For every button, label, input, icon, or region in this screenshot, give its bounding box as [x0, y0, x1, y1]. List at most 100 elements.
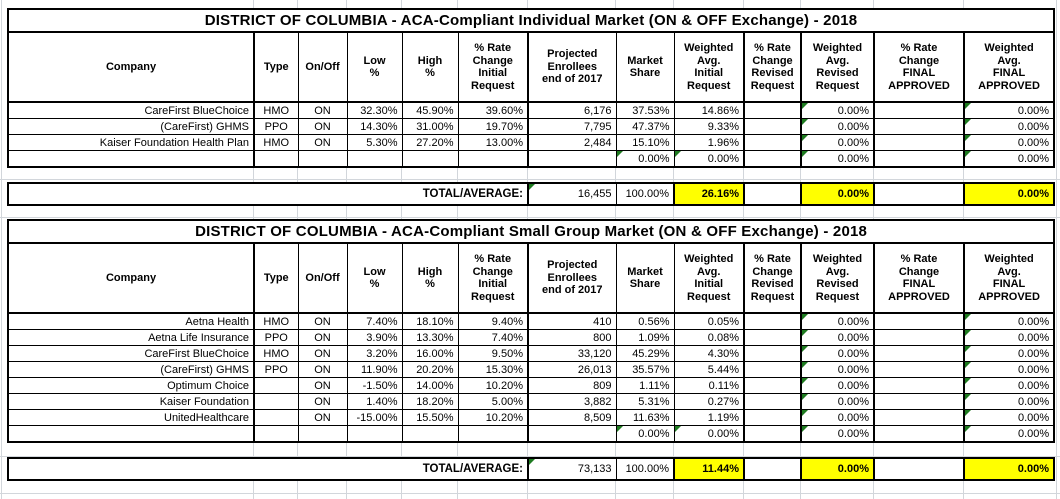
type-cell: PPO: [253, 329, 299, 346]
company-cell: [7, 150, 255, 168]
type-cell: HMO: [253, 345, 299, 362]
type-cell: PPO: [253, 361, 299, 378]
cell-value: 0.00%: [638, 427, 670, 440]
cell-value: 0.00%: [1017, 395, 1050, 408]
cell-value: 0.00%: [1017, 379, 1050, 392]
weighted-revised-cell: 0.00%: [800, 312, 875, 330]
total-rate-final-cell: [873, 182, 965, 206]
rate-final-cell: [873, 329, 965, 346]
weighted-final-cell: 0.00%: [962, 312, 1055, 330]
weighted-initial-cell: 1.19%: [673, 409, 745, 426]
total-weighted-final-cell: 0.00%: [963, 457, 1055, 481]
small-group-market-table: DISTRICT OF COLUMBIA - ACA-Compliant Sma…: [7, 219, 1056, 443]
market-share-cell: 45.29%: [615, 345, 675, 362]
company-cell: [7, 425, 255, 443]
rate-final-cell: [873, 134, 965, 151]
col-header-rate-revised: % Rate Change Revised Request: [743, 242, 802, 314]
col-header-high: High %: [401, 31, 459, 103]
col-header-rate-initial: % Rate Change Initial Request: [457, 242, 529, 314]
rate-initial-cell: 10.20%: [457, 377, 529, 394]
error-indicator-icon: [803, 119, 808, 125]
col-header-low: Low %: [346, 31, 403, 103]
cell-value: 0.00%: [1017, 427, 1050, 440]
table-row: Optimum Choice ON -1.50% 14.00% 10.20% 8…: [7, 377, 1055, 394]
enrollees-cell: 3,882: [527, 393, 617, 410]
type-cell: HMO: [253, 312, 299, 330]
rate-final-cell: [873, 101, 965, 119]
weighted-initial-cell: 4.30%: [673, 345, 745, 362]
total-weighted-revised-cell: 0.00%: [800, 182, 875, 206]
cell-value: 0.00%: [638, 152, 670, 165]
onoff-cell: ON: [297, 312, 348, 330]
low-cell: -1.50%: [346, 377, 403, 394]
total-market-share-cell: 100.00%: [615, 182, 675, 206]
low-cell: 14.30%: [346, 118, 403, 135]
weighted-final-cell: 0.00%: [962, 361, 1055, 378]
onoff-cell: [297, 150, 348, 168]
col-header-onoff: On/Off: [297, 31, 348, 103]
low-cell: 1.40%: [346, 393, 403, 410]
weighted-final-cell: 0.00%: [962, 101, 1055, 119]
high-cell: 31.00%: [401, 118, 459, 135]
enrollees-cell: [527, 425, 617, 443]
col-header-enrollees: Projected Enrollees end of 2017: [527, 242, 617, 314]
high-cell: [401, 150, 459, 168]
onoff-cell: ON: [297, 101, 348, 119]
market-share-cell: 15.10%: [615, 134, 675, 151]
cell-value: 0.00%: [837, 331, 869, 344]
error-indicator-icon: [803, 394, 808, 400]
total-rate-revised-cell: [743, 457, 802, 481]
cell-value: 0.00%: [837, 427, 869, 440]
type-cell: [253, 425, 299, 443]
error-indicator-icon: [617, 151, 623, 157]
low-cell: [346, 150, 403, 168]
onoff-cell: ON: [297, 134, 348, 151]
table-row: 0.00% 0.00% 0.00% 0.00%: [7, 150, 1055, 168]
total-row: TOTAL/AVERAGE: 73,133 100.00% 11.44% 0.0…: [7, 457, 1055, 481]
rate-initial-cell: 9.50%: [457, 345, 529, 362]
onoff-cell: ON: [297, 118, 348, 135]
enrollees-cell: 8,509: [527, 409, 617, 426]
total-average-label: TOTAL/AVERAGE:: [7, 182, 529, 206]
small-group-total-row: TOTAL/AVERAGE: 73,133 100.00% 11.44% 0.0…: [7, 457, 1055, 481]
onoff-cell: ON: [297, 361, 348, 378]
rate-final-cell: [873, 150, 965, 168]
onoff-cell: ON: [297, 377, 348, 394]
weighted-revised-cell: 0.00%: [800, 409, 875, 426]
error-indicator-icon: [803, 314, 808, 320]
weighted-revised-cell: 0.00%: [800, 425, 875, 443]
error-indicator-icon: [803, 103, 808, 109]
onoff-cell: ON: [297, 329, 348, 346]
type-cell: HMO: [253, 134, 299, 151]
total-rate-revised-cell: [743, 182, 802, 206]
weighted-initial-cell: 5.44%: [673, 361, 745, 378]
low-cell: 7.40%: [346, 312, 403, 330]
high-cell: 16.00%: [401, 345, 459, 362]
error-indicator-icon: [966, 410, 971, 416]
type-cell: PPO: [253, 118, 299, 135]
company-cell: Aetna Health: [7, 312, 255, 330]
rate-final-cell: [873, 409, 965, 426]
cell-value: 0.00%: [837, 136, 869, 149]
market-share-cell: 1.11%: [615, 377, 675, 394]
table-row: UnitedHealthcare ON -15.00% 15.50% 10.20…: [7, 409, 1055, 426]
weighted-final-cell: 0.00%: [962, 329, 1055, 346]
weighted-initial-cell: 14.86%: [673, 101, 745, 119]
rate-initial-cell: 9.40%: [457, 312, 529, 330]
low-cell: [346, 425, 403, 443]
market-share-cell: 1.09%: [615, 329, 675, 346]
enrollees-cell: 410: [527, 312, 617, 330]
error-indicator-icon: [803, 378, 808, 384]
rate-final-cell: [873, 393, 965, 410]
market-share-cell: 0.00%: [615, 425, 675, 443]
error-indicator-icon: [966, 135, 971, 141]
onoff-cell: ON: [297, 409, 348, 426]
rate-initial-cell: 39.60%: [457, 101, 529, 119]
cell-value: 16,455: [577, 188, 612, 200]
col-header-enrollees: Projected Enrollees end of 2017: [527, 31, 617, 103]
rate-revised-cell: [743, 134, 802, 151]
enrollees-cell: [527, 150, 617, 168]
low-cell: 3.20%: [346, 345, 403, 362]
market-share-cell: 0.00%: [615, 150, 675, 168]
col-header-weighted-revised: Weighted Avg. Revised Request: [800, 31, 875, 103]
